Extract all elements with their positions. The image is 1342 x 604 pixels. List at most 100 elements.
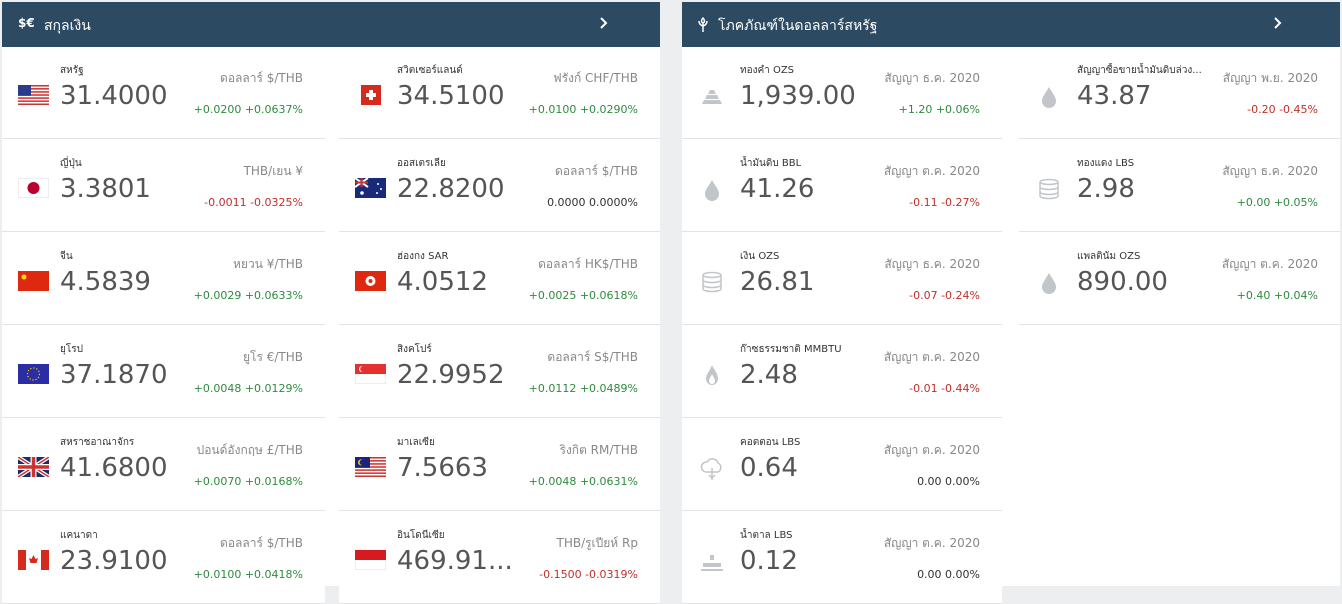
commodity-name: คอตตอน LBS — [740, 437, 801, 448]
currency-name: จีน — [60, 251, 73, 262]
commodity-name: ก๊าซธรรมชาติ MMBTU — [740, 344, 842, 355]
commodity-panel: โภคภัณฑ์ในดอลลาร์สหรัฐ ทองคำ OZS 1,939.00… — [682, 2, 1340, 604]
commodity-name: สัญญาซื้อขายน้ำมันดิบล่วง... — [1077, 65, 1202, 76]
currency-change: +0.0029 +0.0633% — [193, 289, 303, 302]
commodity-price: 2.48 — [740, 360, 798, 390]
currency-rate: 41.6800 — [60, 453, 168, 483]
currency-rate: 31.4000 — [60, 81, 168, 111]
commodity-icon — [701, 555, 723, 571]
currency-change: +0.0048 +0.0129% — [193, 382, 303, 395]
flag-icon — [355, 364, 386, 384]
chevron[interactable] — [599, 16, 609, 30]
panel-header[interactable]: โภคภัณฑ์ในดอลลาร์สหรัฐ — [682, 2, 1340, 47]
commodity-name: เงิน OZS — [740, 251, 780, 262]
commodity-change: 0.00 0.00% — [917, 475, 980, 488]
flag-icon — [18, 364, 49, 384]
currency-rate: 22.9952 — [397, 360, 505, 390]
currency-name: แคนาดา — [60, 530, 98, 541]
commodity-contract: สัญญา พ.ย. 2020 — [1222, 71, 1318, 85]
commodity-card[interactable]: ทองแดง LBS 2.98 สัญญา ธ.ค. 2020 +0.00 +0.05… — [1019, 140, 1340, 232]
currency-card[interactable]: แคนาดา 23.9100 ดอลลาร์ $/THB +0.0100 +0.041… — [2, 512, 325, 604]
currency-name: สหราชอาณาจักร — [60, 437, 135, 448]
currency-unit: ดอลลาร์ $/THB — [220, 536, 303, 550]
currency-change: -0.1500 -0.0319% — [539, 568, 638, 581]
commodity-name: ทองแดง LBS — [1077, 158, 1135, 169]
commodity-card[interactable]: น้ำตาล LBS 0.12 สัญญา ต.ค. 2020 0.00 0.00% — [682, 512, 1002, 604]
commodity-icon — [705, 180, 719, 201]
commodity-card[interactable]: น้ำมันดิบ BBL 41.26 สัญญา ต.ค. 2020 -0.11 -… — [682, 140, 1002, 232]
commodity-card[interactable]: สัญญาซื้อขายน้ำมันดิบล่วง... 43.87 สัญญา พ… — [1019, 47, 1340, 139]
commodity-contract: สัญญา ธ.ค. 2020 — [1222, 164, 1318, 178]
commodity-name: น้ำมันดิบ BBL — [740, 158, 802, 169]
flag-icon — [355, 550, 386, 570]
commodity-icon — [1042, 87, 1056, 108]
chevron[interactable] — [1273, 16, 1283, 30]
currency-unit: ดอลลาร์ S$/THB — [547, 350, 638, 364]
commodity-price: 2.98 — [1077, 174, 1135, 204]
currency-card[interactable]: ฮ่องกง SAR 4.0512 ดอลลาร์ HK$/THB +0.0025 +… — [339, 233, 660, 325]
currency-rate: 34.5100 — [397, 81, 505, 111]
currency-card[interactable]: จีน 4.5839 หยวน ¥/THB +0.0029 +0.0633% — [2, 233, 325, 325]
panel-header[interactable]: $€ สกุลเงิน — [2, 2, 660, 47]
currency-unit: ยูโร €/THB — [243, 350, 303, 364]
currency-name: สิงคโปร์ — [397, 344, 432, 355]
currency-card[interactable]: ยุโรป 37.1870 ยูโร €/THB +0.0048 +0.0129% — [2, 326, 325, 418]
commodity-card[interactable]: เงิน OZS 26.81 สัญญา ธ.ค. 2020 -0.07 -0.24% — [682, 233, 1002, 325]
currency-unit: ดอลลาร์ HK$/THB — [538, 257, 638, 271]
currency-unit: ดอลลาร์ $/THB — [555, 164, 638, 178]
currency-card[interactable]: ออสเตรเลีย 22.8200 ดอลลาร์ $/THB 0.0000 0.0… — [339, 140, 660, 232]
header-icon: $€ — [18, 16, 35, 30]
commodity-change: +0.40 +0.04% — [1236, 289, 1318, 302]
currency-change: +0.0048 +0.0631% — [528, 475, 638, 488]
currency-name: ออสเตรเลีย — [397, 158, 446, 169]
currency-panel: $€ สกุลเงิน สหรัฐ 31.4000 ดอลลาร์ $/THB +0.… — [2, 2, 660, 604]
commodity-change: +0.00 +0.05% — [1236, 196, 1318, 209]
commodity-card[interactable]: ทองคำ OZS 1,939.00 สัญญา ธ.ค. 2020 +1.20 +0… — [682, 47, 1002, 139]
commodity-name: น้ำตาล LBS — [740, 530, 793, 541]
commodity-card[interactable]: คอตตอน LBS 0.64 สัญญา ต.ค. 2020 0.00 0.00% — [682, 419, 1002, 511]
currency-card[interactable]: ญี่ปุ่น 3.3801 THB/เยน ¥ -0.0011 -0.0325% — [2, 140, 325, 232]
commodity-card[interactable]: แพลตินัม OZS 890.00 สัญญา ต.ค. 2020 +0.40 +… — [1019, 233, 1340, 325]
panel-title: สกุลเงิน — [44, 18, 91, 34]
currency-card[interactable]: สหรัฐ 31.4000 ดอลลาร์ $/THB +0.0200 +0.0637… — [2, 47, 325, 139]
currency-unit: ริงกิต RM/THB — [559, 443, 639, 457]
currency-unit: ปอนด์อังกฤษ £/THB — [196, 443, 303, 457]
currency-change: +0.0200 +0.0637% — [193, 103, 303, 116]
currency-rate: 469.91... — [397, 546, 513, 576]
commodity-icon — [700, 458, 722, 480]
flag-icon — [355, 85, 386, 105]
flag-icon — [18, 457, 49, 477]
currency-card[interactable]: มาเลเซีย 7.5663 ริงกิต RM/THB +0.0048 +0.06… — [339, 419, 660, 511]
currency-change: +0.0100 +0.0290% — [528, 103, 638, 116]
commodity-card[interactable]: ก๊าซธรรมชาติ MMBTU 2.48 สัญญา ต.ค. 2020 -0.… — [682, 326, 1002, 418]
commodity-price: 26.81 — [740, 267, 815, 297]
flag-icon — [18, 178, 49, 198]
currency-unit: ฟรังก์ CHF/THB — [553, 71, 638, 85]
currency-card[interactable]: สหราชอาณาจักร 41.6800 ปอนด์อังกฤษ £/THB +0.… — [2, 419, 325, 511]
currency-rate: 23.9100 — [60, 546, 168, 576]
currency-name: ยุโรป — [60, 344, 83, 355]
currency-name: สวิตเซอร์แลนด์ — [397, 65, 463, 76]
commodity-icon — [702, 90, 722, 104]
currency-card[interactable]: สิงคโปร์ 22.9952 ดอลลาร์ S$/THB +0.0112 +0.… — [339, 326, 660, 418]
currency-change: +0.0025 +0.0618% — [528, 289, 638, 302]
currency-change: +0.0070 +0.0168% — [193, 475, 303, 488]
header-icon — [698, 17, 708, 32]
currency-rate: 22.8200 — [397, 174, 505, 204]
currency-rate: 4.5839 — [60, 267, 151, 297]
currency-rate: 3.3801 — [60, 174, 151, 204]
commodity-icon — [706, 365, 718, 385]
currency-change: -0.0011 -0.0325% — [204, 196, 303, 209]
currency-unit: หยวน ¥/THB — [233, 257, 303, 271]
commodity-change: 0.00 0.00% — [917, 568, 980, 581]
currency-card[interactable]: สวิตเซอร์แลนด์ 34.5100 ฟรังก์ CHF/THB +0.01… — [339, 47, 660, 139]
currency-card[interactable]: อินโดนีเซีย 469.91... THB/รูเปียห์ Rp -0.15… — [339, 512, 660, 604]
currency-name: ฮ่องกง SAR — [397, 251, 449, 262]
commodity-contract: สัญญา ต.ค. 2020 — [883, 350, 980, 364]
commodity-price: 41.26 — [740, 174, 815, 204]
commodity-price: 0.12 — [740, 546, 798, 576]
commodity-icon — [1039, 178, 1059, 200]
currency-unit: THB/เยน ¥ — [243, 164, 303, 178]
